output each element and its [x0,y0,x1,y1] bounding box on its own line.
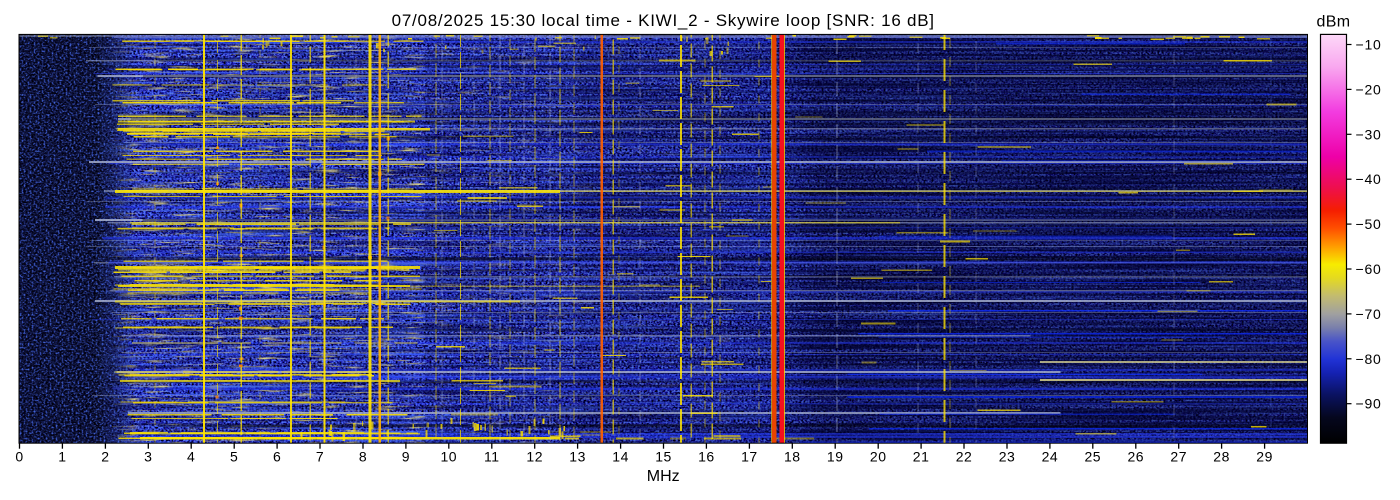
svg-text:−40: −40 [1356,171,1382,187]
svg-text:21: 21 [913,449,930,465]
svg-text:28: 28 [1213,449,1230,465]
svg-text:15: 15 [655,449,672,465]
svg-text:10: 10 [441,449,458,465]
svg-text:−20: −20 [1356,81,1382,97]
svg-text:20: 20 [870,449,887,465]
svg-text:17: 17 [741,449,758,465]
svg-text:13: 13 [569,449,586,465]
svg-text:2: 2 [101,449,109,465]
svg-text:07/08/2025 15:30 local time -: 07/08/2025 15:30 local time - KIWI_2 - S… [392,11,935,30]
svg-text:24: 24 [1042,449,1059,465]
svg-text:0: 0 [15,449,23,465]
svg-text:27: 27 [1170,449,1187,465]
svg-text:−70: −70 [1356,306,1382,322]
svg-text:8: 8 [359,449,367,465]
svg-text:5: 5 [230,449,238,465]
svg-text:26: 26 [1128,449,1145,465]
svg-text:23: 23 [999,449,1016,465]
svg-text:−80: −80 [1356,351,1382,367]
svg-text:18: 18 [784,449,801,465]
svg-text:−50: −50 [1356,216,1382,232]
svg-text:−30: −30 [1356,126,1382,142]
svg-text:1: 1 [58,449,66,465]
svg-text:4: 4 [187,449,195,465]
svg-text:9: 9 [402,449,410,465]
svg-text:3: 3 [144,449,152,465]
svg-text:−60: −60 [1356,261,1382,277]
svg-text:12: 12 [526,449,543,465]
svg-text:−90: −90 [1356,396,1382,412]
svg-text:−10: −10 [1356,37,1382,53]
svg-text:16: 16 [698,449,715,465]
svg-text:6: 6 [273,449,281,465]
svg-text:29: 29 [1256,449,1273,465]
svg-text:dBm: dBm [1316,14,1350,31]
svg-text:14: 14 [612,449,629,465]
svg-text:7: 7 [316,449,324,465]
svg-text:22: 22 [956,449,973,465]
svg-text:11: 11 [484,449,500,465]
svg-text:19: 19 [827,449,844,465]
svg-text:MHz: MHz [647,468,680,485]
svg-text:25: 25 [1085,449,1102,465]
